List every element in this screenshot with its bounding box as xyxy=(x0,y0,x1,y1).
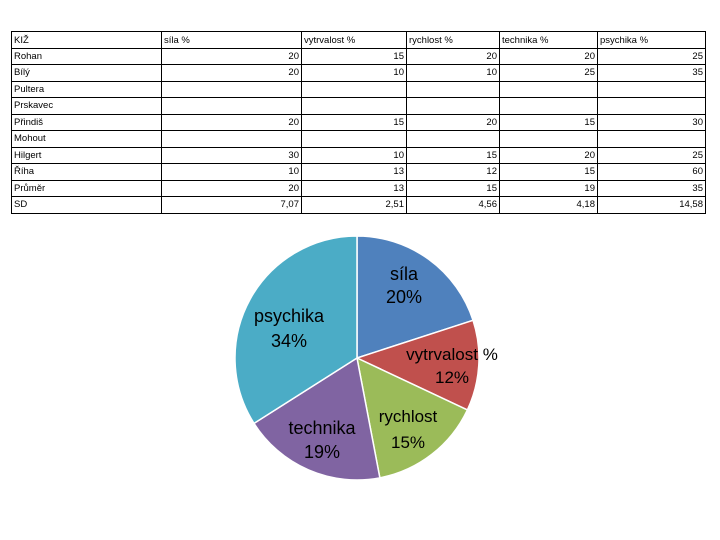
pie-slice-3 xyxy=(252,356,381,481)
pie-slice-0 xyxy=(356,235,474,360)
table-row: Mohout xyxy=(11,130,706,148)
slice-label: síla xyxy=(390,264,419,284)
slice-percent-label: 34% xyxy=(271,331,307,351)
data-table: KIŽ síla % vytrvalost % rychlost % technika … xyxy=(11,31,706,214)
table-cell: 14,58 xyxy=(597,196,706,214)
slice-label: technika xyxy=(288,418,356,438)
slice-label: rychlost xyxy=(379,407,438,426)
table-row: Průměr 20 13 15 19 35 xyxy=(11,179,706,197)
table-cell: 4,18 xyxy=(499,196,598,214)
slice-percent-label: 15% xyxy=(391,433,425,452)
slice-label: psychika xyxy=(254,306,325,326)
pie-slice-1 xyxy=(354,319,480,411)
slice-percent-label: 19% xyxy=(304,442,340,462)
table-row: Rohan 20 15 20 20 25 xyxy=(11,47,706,65)
table-row: Přindiš 20 15 20 15 30 xyxy=(11,113,706,131)
slice-percent-label: 20% xyxy=(386,287,422,307)
table-cell: 7,07 xyxy=(161,196,302,214)
pie-slice-4 xyxy=(234,235,358,425)
slice-percent-label: 12% xyxy=(435,368,469,387)
slice-label: vytrvalost % xyxy=(406,345,498,364)
table-row: Hilgert 30 10 15 20 25 xyxy=(11,146,706,164)
pie-slice-2 xyxy=(355,356,469,479)
table-row: Prskavec xyxy=(11,97,706,115)
table-row: SD 7,07 2,51 4,56 4,18 14,58 xyxy=(11,196,706,214)
